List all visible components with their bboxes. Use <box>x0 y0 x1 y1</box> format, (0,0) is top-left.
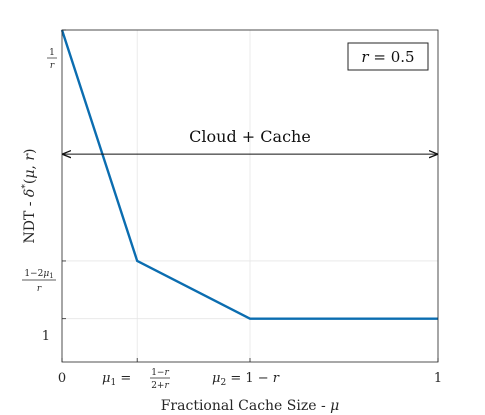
x-tick-label-0: 0 <box>58 371 66 386</box>
svg-text:r: r <box>50 61 55 71</box>
svg-text:1−2μ1: 1−2μ1 <box>24 269 53 280</box>
legend-box: r = 0.5 <box>347 42 429 71</box>
y-tick-marks <box>62 29 66 320</box>
y-axis-label: NDT - δ*(μ, r) <box>21 148 38 243</box>
svg-text:r: r <box>37 284 42 294</box>
x-tick-label-1: 1 <box>434 371 442 386</box>
svg-text:r = 0.5: r = 0.5 <box>361 48 414 66</box>
series-line-0 <box>60 29 438 320</box>
y-tick-label-1: 1 <box>42 329 50 344</box>
x-axis-label: Fractional Cache Size - μ <box>161 398 340 414</box>
svg-text:1: 1 <box>49 48 55 58</box>
x-tick-label-mu2: μ2 = 1 − r <box>212 371 280 388</box>
y-tick-label-mu1-expr: 1−2μ1 r <box>22 269 56 294</box>
series-lines <box>60 29 438 320</box>
svg-text:2+r: 2+r <box>151 381 169 391</box>
y-tick-label-inv-r: 1 r <box>47 48 57 71</box>
x-tick-label-mu1: μ1 = 1−r 2+r <box>102 368 170 391</box>
cloud-cache-label: Cloud + Cache <box>189 127 311 146</box>
svg-text:μ1 =: μ1 = <box>102 371 131 388</box>
x-tick-marks <box>61 358 439 362</box>
svg-text:1−r: 1−r <box>151 368 169 378</box>
